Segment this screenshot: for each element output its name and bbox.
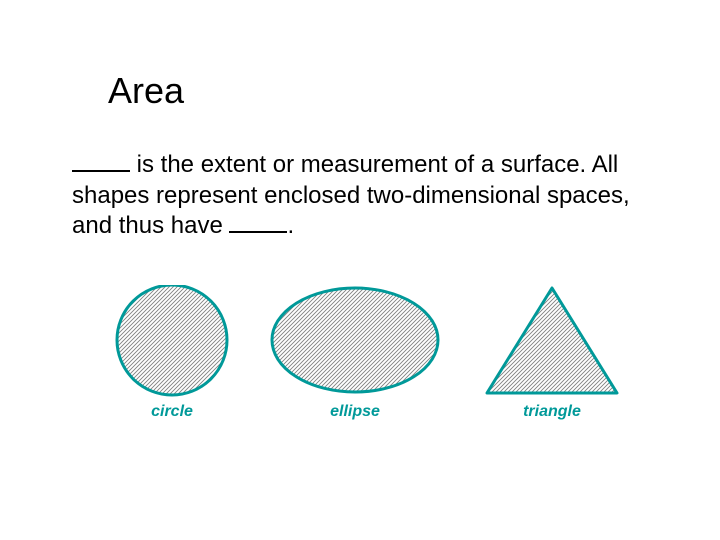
blank-1 <box>72 170 130 172</box>
ellipse-caption: ellipse <box>272 403 438 421</box>
circle-shape <box>117 285 227 395</box>
triangle-caption: triangle <box>487 403 617 421</box>
definition-text: is the extent or measurement of a surfac… <box>72 150 632 242</box>
triangle-shape <box>487 288 617 393</box>
triangle-group: triangle <box>487 397 617 421</box>
slide: Area is the extent or measurement of a s… <box>0 0 720 540</box>
shapes-svg <box>107 285 623 445</box>
body-prefix: is the extent or measurement of a surfac… <box>72 151 630 239</box>
circle-caption: circle <box>107 403 237 421</box>
body-suffix: . <box>287 212 294 239</box>
shapes-row: circle ellipse triangle <box>107 285 623 445</box>
circle-group: circle <box>107 397 237 421</box>
ellipse-shape <box>272 288 438 392</box>
blank-2 <box>229 231 287 233</box>
page-title: Area <box>108 70 184 112</box>
ellipse-group: ellipse <box>272 397 438 421</box>
